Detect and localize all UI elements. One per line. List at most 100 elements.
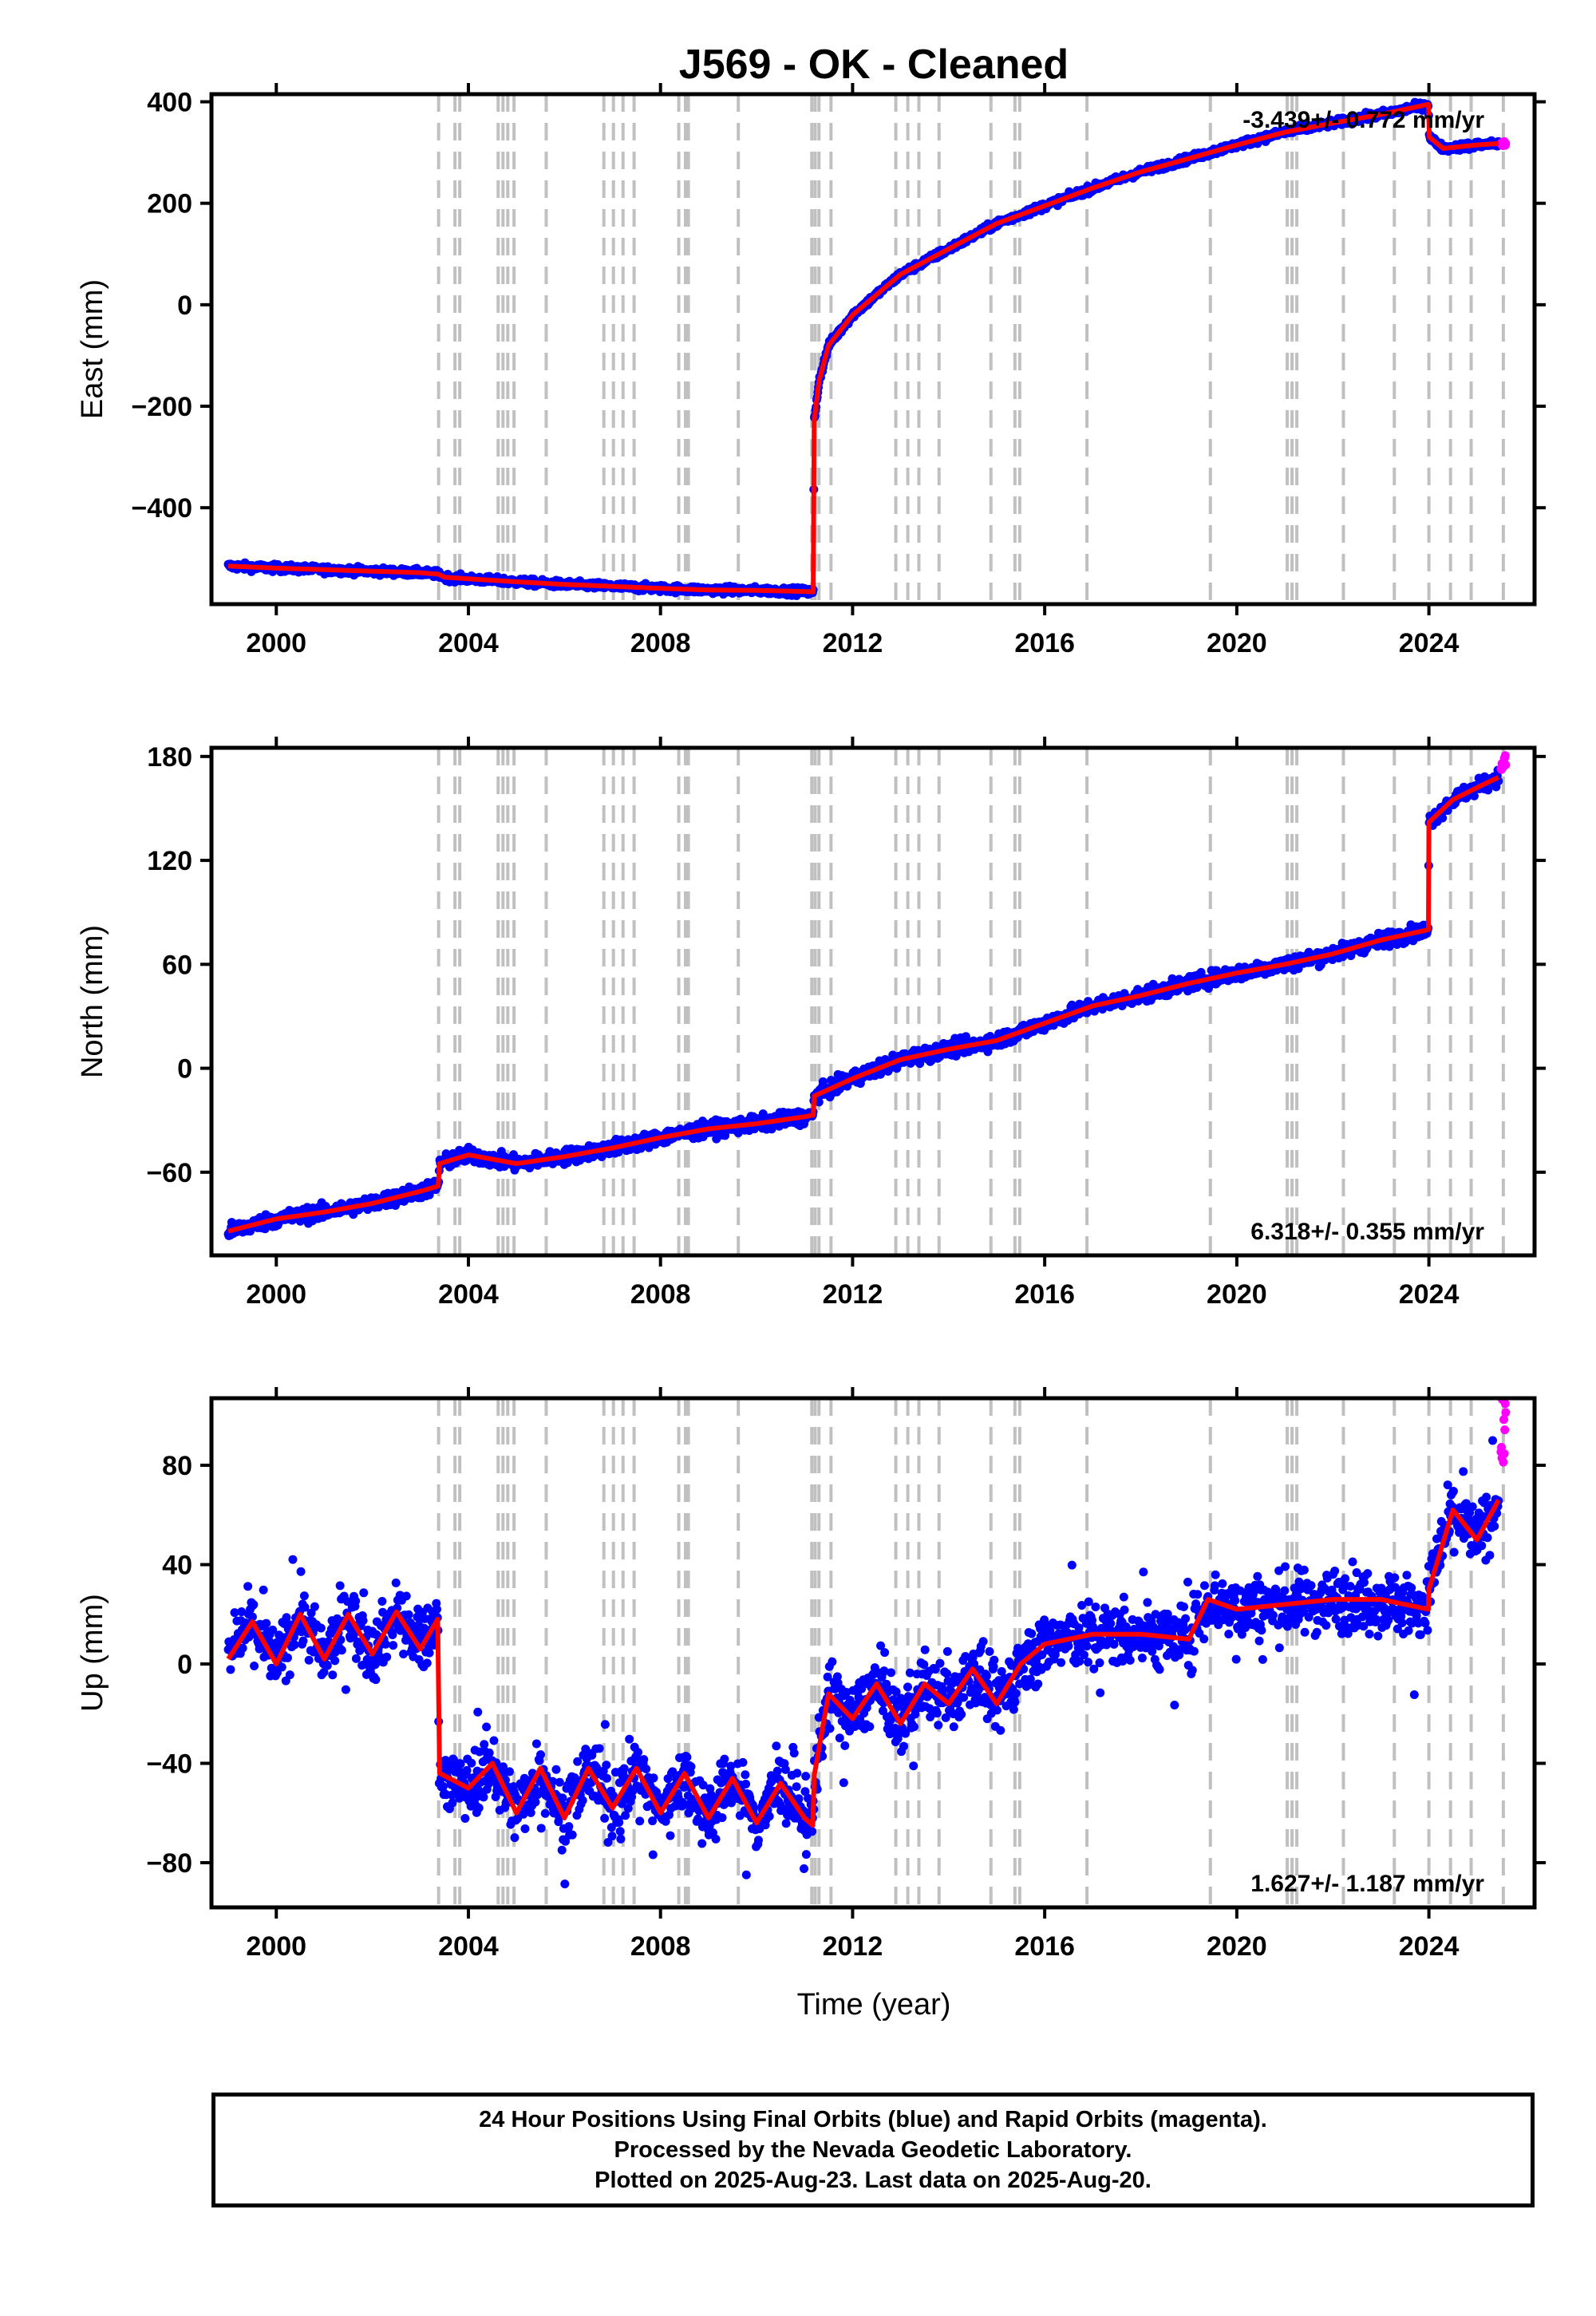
series-rapid-orbits — [1496, 751, 1511, 774]
data-point — [226, 1665, 235, 1674]
data-point — [247, 1612, 257, 1622]
y-axis-label: North (mm) — [76, 925, 109, 1078]
data-point — [238, 1643, 247, 1653]
panel-frame — [209, 92, 1537, 607]
data-point — [310, 1602, 319, 1611]
data-point — [319, 1667, 329, 1677]
data-point — [282, 1613, 291, 1622]
x-tick-label: 2000 — [246, 628, 306, 658]
series-rapid-orbits — [1496, 136, 1511, 151]
data-point — [299, 1591, 309, 1601]
data-point — [288, 1555, 298, 1564]
x-tick-label: 2000 — [246, 1279, 306, 1310]
x-axis-label: Time (year) — [797, 1988, 951, 2022]
data-point — [300, 1603, 310, 1612]
data-point — [1438, 813, 1448, 823]
data-point — [351, 1596, 361, 1606]
data-point — [290, 1640, 299, 1650]
data-point — [322, 1661, 332, 1670]
x-tick-label: 2024 — [1399, 1279, 1460, 1310]
data-point — [399, 1650, 409, 1659]
data-point — [1501, 760, 1511, 769]
y-tick-label: −200 — [131, 392, 192, 422]
data-point — [298, 1636, 308, 1646]
chart-title: J569 - OK - Cleaned — [679, 41, 1069, 88]
data-point — [388, 1630, 397, 1639]
x-tick-label: 2012 — [823, 628, 883, 658]
y-axis-label: East (mm) — [76, 279, 109, 419]
x-tick-label: 2020 — [1207, 1279, 1267, 1310]
y-tick-label: 400 — [147, 88, 192, 118]
data-point — [1483, 785, 1493, 795]
data-point — [377, 1596, 387, 1606]
x-tick-label: 2004 — [438, 628, 499, 658]
data-point — [1500, 751, 1510, 761]
x-tick-label: 2020 — [1207, 628, 1267, 658]
plot-area — [223, 748, 1511, 1255]
x-tick-label: 2004 — [438, 1279, 499, 1310]
y-tick-label: 60 — [162, 950, 192, 980]
y-tick-label: 200 — [147, 189, 192, 219]
panel-north: 180 120 60 0 −60 2000 2004 2008 2012 2016 2020 2024… — [76, 737, 1546, 1310]
rate-annotation: -3.439+/- 0.772 mm/yr — [1242, 107, 1484, 133]
data-point — [335, 1581, 345, 1591]
series-final-orbits — [223, 1436, 1503, 1889]
data-point — [636, 1144, 646, 1153]
data-point — [243, 1582, 253, 1591]
series-final-orbits — [223, 765, 1503, 1240]
y-tick-label: −60 — [146, 1158, 192, 1188]
data-point — [250, 1661, 259, 1670]
data-point — [382, 1652, 392, 1662]
data-point — [1469, 791, 1479, 800]
x-tick-label: 2024 — [1399, 628, 1460, 658]
data-point — [230, 1608, 239, 1618]
data-point — [371, 1675, 381, 1685]
plot-area — [223, 1398, 1511, 1907]
x-tick-label: 2008 — [630, 628, 691, 658]
data-point — [268, 1625, 278, 1634]
data-point — [277, 1662, 286, 1672]
data-point — [422, 1658, 432, 1668]
x-tick-label: 2012 — [823, 1279, 883, 1310]
data-point — [358, 1616, 368, 1626]
data-point — [237, 1607, 247, 1617]
data-point — [330, 1656, 340, 1666]
data-point — [351, 1654, 361, 1663]
data-point — [1501, 139, 1511, 148]
data-point — [401, 1591, 411, 1601]
data-point — [391, 1578, 401, 1587]
data-point — [341, 1685, 350, 1694]
data-point — [983, 1047, 993, 1057]
data-point — [296, 1567, 306, 1576]
data-point — [262, 1618, 271, 1628]
y-tick-label: 180 — [147, 742, 192, 773]
data-point — [328, 1670, 338, 1680]
panel-frame — [209, 745, 1537, 1258]
rate-annotation: 6.318+/- 0.355 mm/yr — [1250, 1219, 1484, 1245]
x-tick-label: 2016 — [1014, 628, 1075, 658]
y-tick-label: 120 — [147, 846, 192, 876]
y-tick-label: 0 — [177, 1054, 192, 1085]
y-tick-label: 0 — [177, 290, 192, 321]
y-tick-label: −400 — [131, 493, 192, 524]
data-point — [378, 1607, 388, 1617]
data-point — [404, 1610, 413, 1619]
data-point — [316, 1623, 326, 1633]
model-fit-line — [227, 101, 1499, 595]
data-point — [389, 1641, 398, 1650]
data-point — [259, 1585, 268, 1595]
data-point — [381, 1639, 390, 1649]
data-point — [285, 1670, 294, 1680]
model-fit-line — [227, 775, 1500, 1234]
x-tick-label: 2016 — [1014, 1279, 1075, 1310]
data-point — [337, 1646, 346, 1655]
x-tick-label: 2008 — [630, 1279, 691, 1310]
data-point — [814, 1097, 824, 1107]
data-point — [304, 1655, 314, 1665]
plot-area — [223, 94, 1511, 604]
data-point — [282, 1653, 292, 1662]
data-point — [359, 1588, 369, 1598]
